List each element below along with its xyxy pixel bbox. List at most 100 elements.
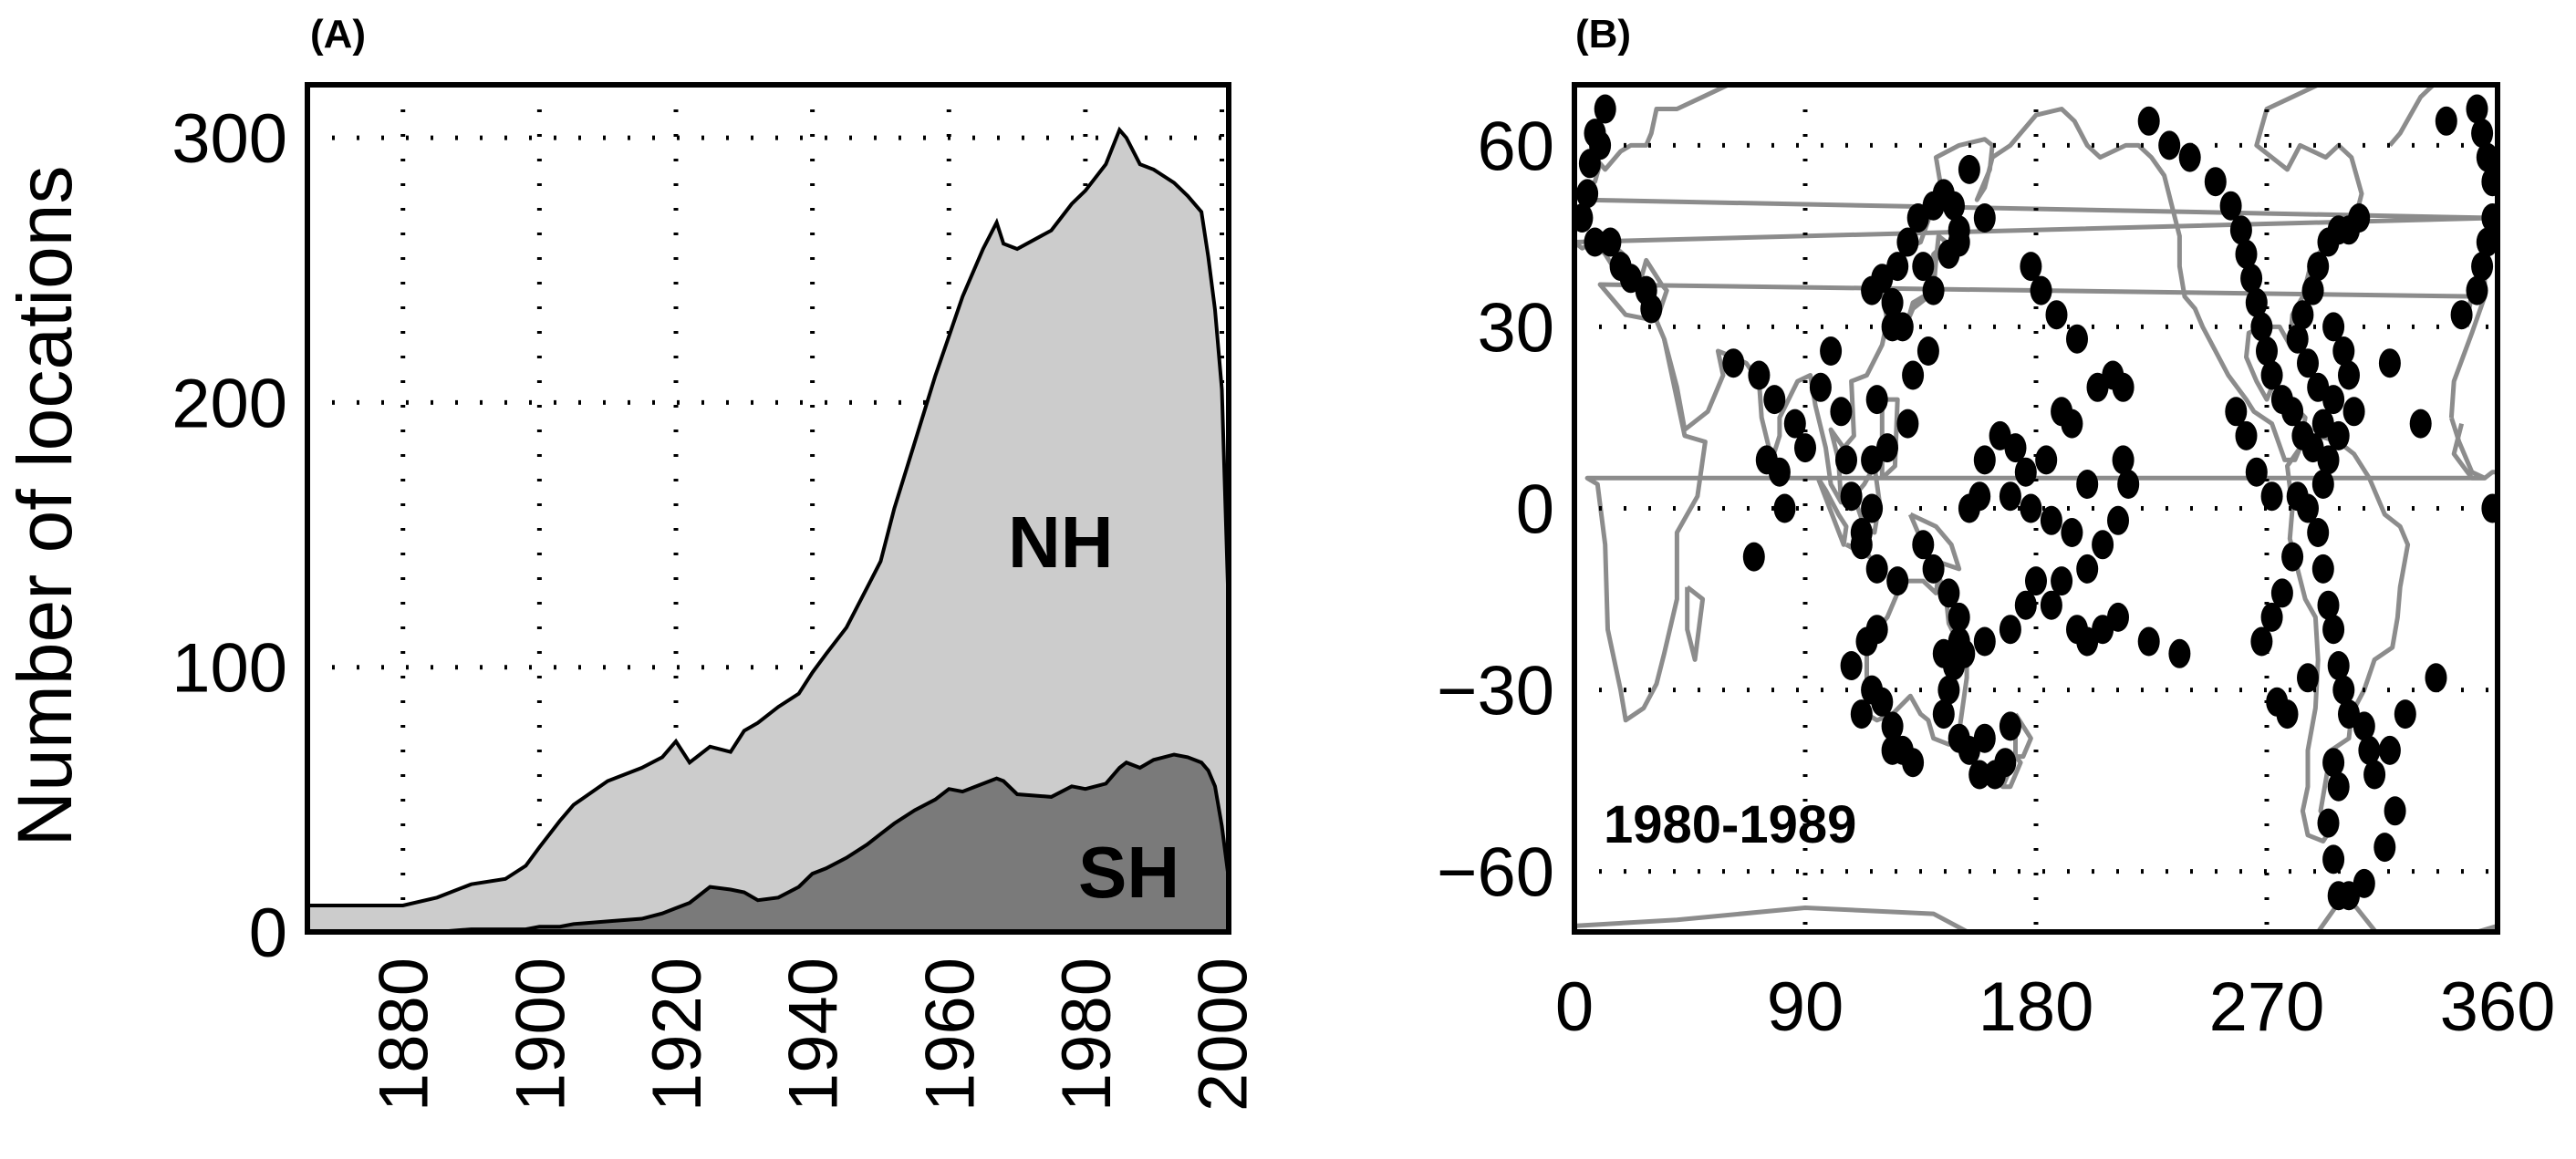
sh-series-line [307, 752, 1231, 934]
y-tick-label: 60 [1477, 108, 1554, 185]
location-point [2137, 106, 2160, 136]
x-tick-label: 90 [1767, 968, 1844, 1046]
panel-b-frame [1572, 82, 2500, 935]
location-point [1584, 227, 1606, 257]
location-point [2112, 372, 2135, 402]
y-tick-label: 0 [1516, 471, 1554, 549]
location-point [2260, 360, 2283, 390]
location-point [2311, 470, 2334, 499]
location-point [2061, 518, 2083, 547]
location-point [2245, 287, 2268, 317]
location-point [2256, 336, 2278, 366]
location-point [1865, 385, 1888, 415]
location-point [1850, 530, 1873, 560]
panel-a: (A) 1880 1900 1920 1940 1960 1980 2000 0 100 200 3… [2, 12, 1262, 1112]
location-point [1861, 445, 1884, 475]
location-point [2317, 590, 2340, 620]
location-point [1783, 409, 1806, 439]
location-point [2481, 203, 2498, 233]
location-point [2260, 602, 2283, 632]
location-point [2040, 505, 2062, 535]
location-point [1574, 203, 1594, 233]
location-point [1742, 542, 1765, 572]
location-point [2235, 420, 2258, 450]
coastline [1815, 476, 1849, 547]
location-point [2481, 167, 2498, 197]
location-point [2311, 409, 2334, 439]
location-point [1794, 433, 1816, 463]
location-point [2281, 397, 2304, 427]
location-point [2322, 385, 2345, 415]
x-tick-label: 360 [2440, 968, 2556, 1046]
coastline [1685, 585, 1706, 662]
location-point [1932, 638, 1955, 668]
location-point [2471, 252, 2494, 282]
location-point [2229, 215, 2252, 245]
location-point [2158, 130, 2181, 160]
location-point [2286, 324, 2309, 354]
location-point [1953, 638, 1976, 668]
location-point [2384, 796, 2406, 826]
x-tick-label: 1940 [775, 957, 853, 1112]
x-tick-label: 1980 [1048, 957, 1126, 1112]
location-point [2471, 119, 2494, 149]
y-tick-label: 100 [171, 630, 287, 708]
sh-label: SH [1078, 832, 1179, 913]
location-point [2092, 530, 2114, 560]
location-point [2378, 735, 2401, 765]
location-point [2322, 312, 2345, 342]
y-axis-title: Number of locations [2, 165, 88, 846]
location-point [1820, 336, 1843, 366]
location-point [2322, 615, 2345, 645]
location-point [1948, 215, 1970, 245]
location-point [1902, 360, 1925, 390]
location-point [2270, 578, 2293, 608]
y-tick-label: 200 [171, 365, 287, 442]
location-point [2307, 518, 2330, 547]
location-point [2338, 360, 2360, 390]
x-tick-label: 2000 [1185, 957, 1262, 1112]
location-point [1594, 94, 1616, 124]
location-point [1999, 711, 2021, 741]
y-tick-label: 300 [171, 100, 287, 178]
location-point [1609, 252, 1632, 282]
location-point [2137, 626, 2160, 657]
location-point [1973, 626, 1996, 657]
location-point [2250, 312, 2273, 342]
x-tick-label: 270 [2209, 968, 2325, 1046]
location-point [1755, 445, 1778, 475]
location-point [2219, 191, 2242, 221]
location-point [2476, 142, 2498, 172]
y-tick-label: −60 [1437, 834, 1554, 912]
location-point [2311, 554, 2334, 584]
location-point [2245, 457, 2268, 487]
location-point [1576, 179, 1599, 209]
location-point [2476, 227, 2498, 257]
location-point [2030, 275, 2052, 305]
coastline [2451, 422, 2498, 481]
location-point [2040, 590, 2062, 620]
location-point [2250, 626, 2273, 657]
location-point [1912, 530, 1935, 560]
coastline [1584, 282, 2488, 723]
location-point [2178, 142, 2201, 172]
location-point [1861, 493, 1884, 523]
location-point [1748, 360, 1771, 390]
location-point [2112, 445, 2135, 475]
location-point [1886, 252, 1909, 282]
x-tick-label: 1960 [911, 957, 989, 1112]
location-point [1830, 397, 1853, 427]
location-point [2291, 300, 2314, 330]
location-point [1973, 445, 1996, 475]
period-label: 1980-1989 [1604, 795, 1856, 854]
location-point [2301, 275, 2324, 305]
location-point [2107, 505, 2129, 535]
location-point [2014, 457, 2037, 487]
location-point [2117, 470, 2140, 499]
location-point [1922, 554, 1945, 584]
x-tick-label: 1920 [639, 957, 716, 1112]
location-point [2204, 167, 2227, 197]
location-point [2225, 397, 2248, 427]
location-point [2317, 808, 2340, 838]
